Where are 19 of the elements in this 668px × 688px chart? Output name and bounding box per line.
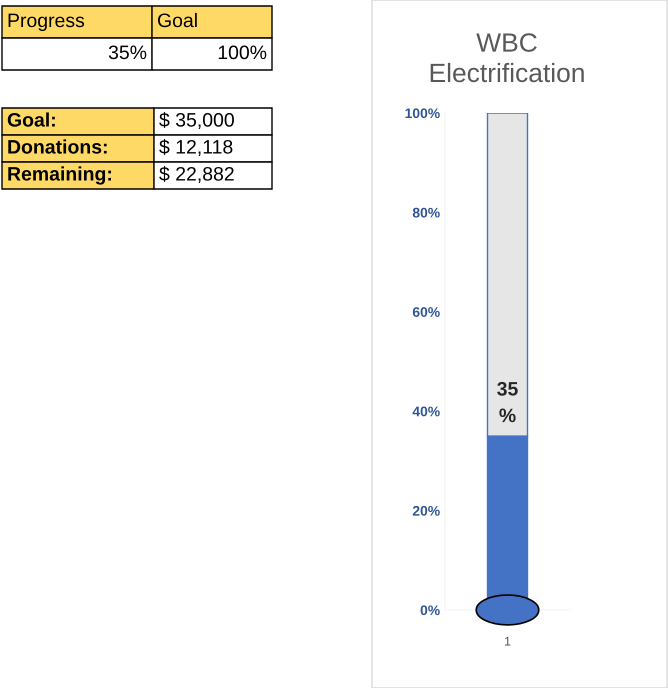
text: Goal	[158, 12, 197, 28]
text: Progress	[8, 14, 84, 32]
y-tick-label: 80%	[412, 208, 440, 218]
text: $ 12,118	[159, 139, 232, 156]
text: 100%	[218, 45, 266, 60]
y-tick-label: 0%	[420, 605, 440, 616]
text: $ 35,000	[159, 112, 234, 130]
text: Donations:	[8, 139, 107, 154]
text: Remaining:	[8, 166, 111, 185]
text: 35%	[108, 45, 146, 60]
chart-title: WBC Electrification	[430, 33, 584, 82]
text: $ 22,882	[159, 166, 234, 184]
y-tick-label: 100%	[405, 108, 440, 118]
y-tick-label: 20%	[412, 506, 440, 516]
y-tick-label: 40%	[412, 406, 440, 416]
text: Goal:	[8, 112, 55, 127]
x-tick-label: 1	[504, 636, 510, 646]
data-label: 35 %	[497, 382, 518, 422]
y-tick-label: 60%	[412, 307, 440, 317]
